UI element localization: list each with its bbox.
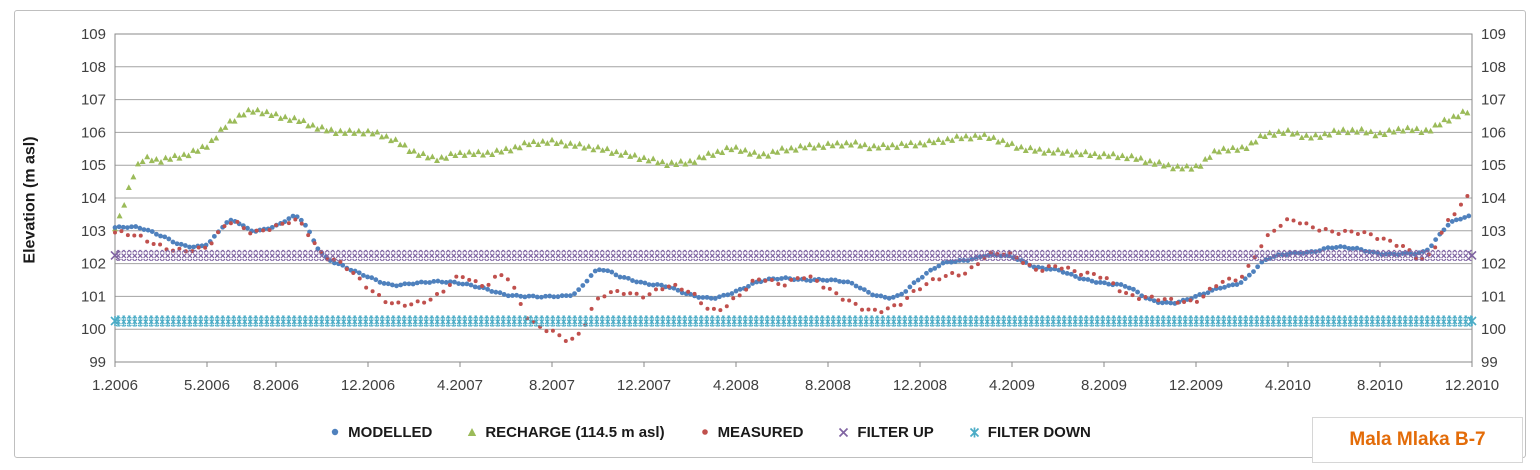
y-axis-title-text: Elevation (m asl)	[22, 136, 39, 264]
svg-text:102: 102	[81, 256, 106, 273]
measured-marker-icon	[701, 429, 708, 435]
chart-legend: MODELLED RECHARGE (114.5 m asl) MEASURED…	[130, 419, 1290, 445]
modelled-marker-icon	[331, 428, 339, 436]
svg-text:103: 103	[1481, 223, 1506, 240]
svg-text:101: 101	[1481, 288, 1506, 305]
legend-item-measured: MEASURED	[699, 423, 804, 441]
svg-text:12.2007: 12.2007	[617, 377, 671, 394]
svg-text:104: 104	[1481, 190, 1506, 207]
legend-item-filter-down: FILTER DOWN	[968, 424, 1091, 441]
svg-text:109: 109	[81, 26, 106, 43]
svg-text:8.2010: 8.2010	[1357, 377, 1403, 394]
svg-text:108: 108	[81, 59, 106, 76]
svg-text:4.2008: 4.2008	[713, 377, 759, 394]
svg-text:105: 105	[81, 157, 106, 174]
legend-item-modelled: MODELLED	[329, 424, 432, 441]
svg-text:8.2007: 8.2007	[529, 377, 575, 394]
legend-item-filter-up: FILTER UP	[837, 423, 934, 441]
svg-text:99: 99	[89, 354, 106, 371]
svg-text:105: 105	[1481, 157, 1506, 174]
svg-text:102: 102	[1481, 256, 1506, 273]
svg-text:12.2006: 12.2006	[341, 377, 395, 394]
svg-text:108: 108	[1481, 59, 1506, 76]
recharge-marker-icon	[468, 428, 477, 436]
svg-text:4.2007: 4.2007	[437, 377, 483, 394]
legend-item-recharge: RECHARGE (114.5 m asl)	[466, 423, 665, 441]
legend-label-filter-down: FILTER DOWN	[987, 423, 1091, 441]
svg-text:4.2009: 4.2009	[989, 377, 1035, 394]
filter-up-marker-icon	[839, 427, 849, 437]
svg-text:99: 99	[1481, 354, 1498, 371]
legend-label-recharge: RECHARGE (114.5 m asl)	[485, 423, 665, 441]
svg-text:8.2008: 8.2008	[805, 377, 851, 394]
y-axis-title: Elevation (m asl)	[18, 75, 44, 325]
svg-text:4.2010: 4.2010	[1265, 377, 1311, 394]
svg-text:100: 100	[1481, 321, 1506, 338]
station-label-box: Mala Mlaka B-7	[1312, 417, 1523, 463]
svg-text:12.2008: 12.2008	[893, 377, 947, 394]
chart-frame	[14, 10, 1526, 458]
svg-text:8.2009: 8.2009	[1081, 377, 1127, 394]
svg-text:8.2006: 8.2006	[253, 377, 299, 394]
legend-label-filter-up: FILTER UP	[857, 423, 934, 441]
svg-text:109: 109	[1481, 26, 1506, 43]
svg-text:103: 103	[81, 223, 106, 240]
legend-label-measured: MEASURED	[717, 423, 804, 441]
svg-text:5.2006: 5.2006	[184, 377, 230, 394]
svg-text:107: 107	[81, 92, 106, 109]
legend-label-modelled: MODELLED	[348, 423, 433, 441]
svg-text:106: 106	[1481, 124, 1506, 141]
svg-text:12.2009: 12.2009	[1169, 377, 1223, 394]
svg-text:1.2006: 1.2006	[92, 377, 138, 394]
svg-text:101: 101	[81, 288, 106, 305]
svg-text:100: 100	[81, 321, 106, 338]
svg-text:104: 104	[81, 190, 106, 207]
svg-text:106: 106	[81, 124, 106, 141]
filter-down-marker-icon	[969, 427, 979, 437]
svg-text:107: 107	[1481, 92, 1506, 109]
svg-text:12.2010: 12.2010	[1445, 377, 1499, 394]
station-label-text: Mala Mlaka B-7	[1349, 429, 1486, 450]
